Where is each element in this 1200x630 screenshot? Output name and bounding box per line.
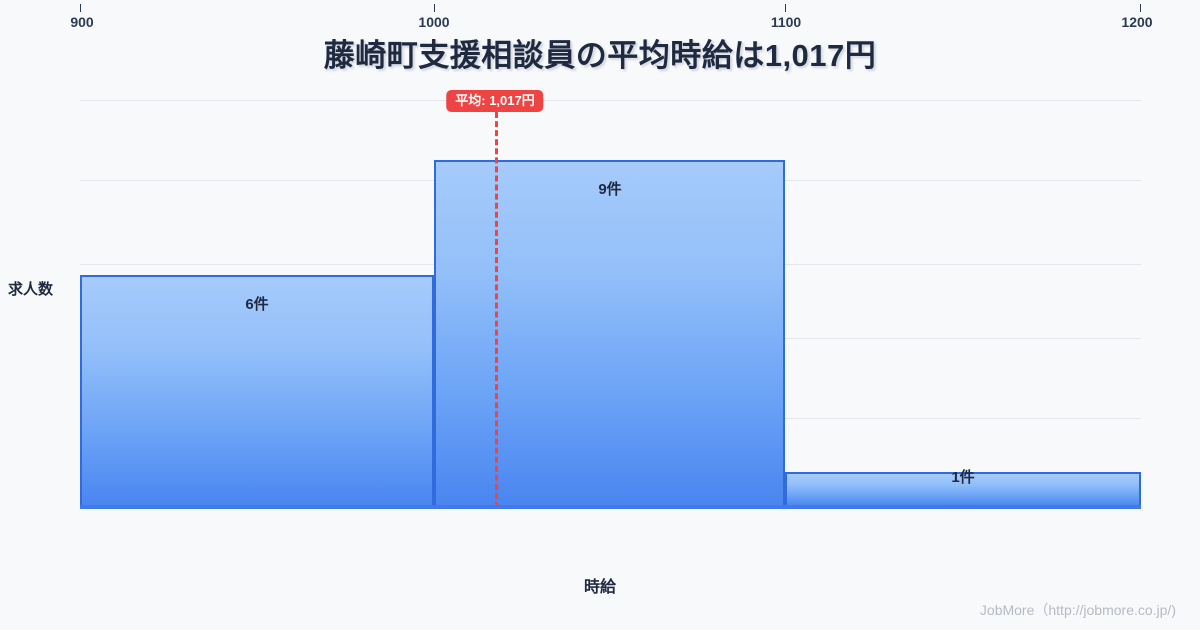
x-axis-line [80,505,1141,509]
histogram-bar[interactable] [785,472,1141,508]
bar-value-label: 9件 [598,181,622,198]
x-axis-title: 時給 [583,579,616,596]
x-axis-tick [80,4,81,12]
x-axis-tick-label: 1100 [770,14,802,30]
watermark: JobMore（http://jobmore.co.jp/) [979,602,1176,618]
x-axis-tick-label: 900 [70,14,94,30]
bar-value-label: 1件 [951,469,975,486]
x-axis-tick [1140,4,1141,12]
x-axis-tick [434,4,435,12]
average-line [495,112,498,508]
page-title: 藤崎町支援相談員の平均時給は1,017円 [323,38,877,73]
x-axis-tick-label: 1200 [1121,14,1153,30]
gridline [80,100,1141,101]
y-axis-title: 求人数 [8,281,54,298]
bar-value-label: 6件 [245,296,269,313]
average-badge: 平均: 1,017円 [446,90,544,112]
plot-area: 6件 9件 1件 平均: 1,017円 [80,90,1141,508]
histogram-bar[interactable] [434,160,785,508]
x-axis-tick [785,4,786,12]
x-axis-tick-label: 1000 [418,14,450,30]
